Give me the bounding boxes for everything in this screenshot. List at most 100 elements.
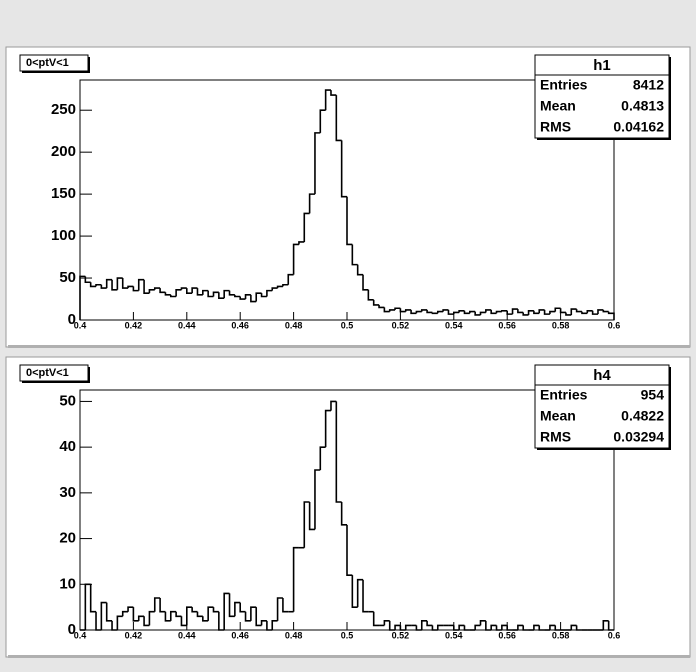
histogram-bin [399, 625, 406, 631]
histogram-bin [415, 625, 422, 631]
histogram-bin [153, 597, 161, 612]
histogram-bin [501, 624, 508, 630]
histogram-bin [191, 607, 198, 613]
histogram-bin [121, 278, 129, 289]
histogram-bin [266, 620, 273, 631]
histogram-bin [453, 625, 460, 631]
histogram-bin [559, 308, 566, 314]
histogram-bin [186, 288, 193, 294]
histogram-bin [105, 602, 113, 622]
histogram-bin [271, 287, 278, 291]
histogram-bin [570, 308, 577, 315]
histogram-bin [554, 307, 561, 312]
stats-name: h1 [593, 57, 611, 74]
histogram-bin [346, 196, 353, 246]
histogram-bin [308, 502, 315, 531]
title: 0<ptV<1 [26, 367, 69, 379]
pad-shadow [8, 345, 690, 348]
histogram-bin [132, 286, 139, 292]
histogram-bin [148, 610, 155, 626]
histogram-bin [602, 620, 609, 630]
histogram-bin [356, 264, 364, 276]
histogram-bin [186, 606, 193, 626]
histogram-bin [410, 309, 417, 315]
histogram-bin [202, 616, 209, 622]
y-tick-label: 30 [59, 484, 76, 501]
histogram-bin [351, 244, 358, 266]
histogram-bin [506, 310, 513, 315]
histogram-bin [324, 89, 331, 111]
histogram-bin [340, 502, 347, 526]
stats-value: 0.4822 [621, 408, 664, 424]
histogram-bin [143, 279, 150, 294]
histogram-bin [250, 606, 257, 621]
histogram-bin [164, 611, 171, 622]
histogram-bin [282, 283, 289, 287]
x-tick-label: 0.44 [178, 320, 196, 330]
histogram-bin [234, 294, 241, 298]
histogram-bin [570, 624, 577, 630]
histogram-bin [575, 309, 582, 313]
title: 0<ptV<1 [26, 57, 69, 69]
histogram-bin [378, 304, 385, 309]
histogram-bin [490, 309, 497, 315]
histogram-bin [260, 620, 267, 626]
histogram-bin [538, 309, 545, 314]
histogram-bin [602, 309, 609, 313]
histogram-bin [372, 611, 380, 627]
histogram-bin [111, 279, 118, 291]
histogram-bin [469, 310, 476, 314]
histogram-bin [404, 309, 412, 312]
histogram-bin [415, 310, 422, 314]
histogram-bin [255, 292, 262, 302]
histogram-bin [244, 294, 251, 300]
histogram-bin [260, 293, 267, 298]
histogram-bin [436, 310, 444, 314]
histogram-bin [335, 401, 342, 503]
histogram-bin [463, 625, 470, 631]
histogram-bin [517, 309, 524, 314]
histogram-bin [479, 311, 486, 315]
histogram-bin [442, 309, 449, 312]
histogram-bin [244, 611, 251, 622]
x-tick-label: 0.42 [125, 630, 143, 640]
histogram-bin [394, 307, 401, 310]
histogram-bin [84, 276, 91, 284]
histogram-bin [319, 109, 326, 133]
histogram-bin [116, 277, 123, 290]
histogram-bin [132, 607, 139, 622]
histogram-bin [266, 289, 273, 297]
histogram-bin [517, 624, 524, 630]
histogram-bin [314, 132, 321, 195]
histogram-bin [169, 610, 177, 621]
histogram-bin [501, 309, 508, 312]
histogram-bin [100, 601, 107, 630]
histogram-bin [234, 601, 241, 617]
histogram-bin [228, 290, 235, 296]
y-tick-label: 0 [68, 621, 76, 638]
histogram-bin [175, 288, 182, 297]
stats-value: 0.4813 [621, 98, 664, 114]
histogram-bin [218, 292, 225, 299]
histogram-bin [575, 625, 582, 631]
histogram-bin [383, 307, 390, 313]
histogram-bin [255, 607, 262, 627]
stats-value: 8412 [633, 77, 664, 93]
y-tick-label: 40 [59, 438, 76, 455]
histogram-bin [159, 598, 166, 613]
histogram-bin [148, 288, 155, 294]
histogram-bin [485, 309, 492, 313]
histogram-bin [458, 309, 465, 313]
histogram-bin [549, 624, 556, 630]
histogram-bin [543, 309, 550, 315]
histogram-bin [180, 616, 187, 627]
x-tick-label: 0.4 [74, 320, 87, 330]
histogram-bin [223, 289, 230, 299]
histogram-bin [490, 624, 497, 630]
histogram-bin [84, 583, 91, 630]
histogram-bin [228, 593, 235, 618]
histogram-bin [495, 625, 502, 631]
histogram-bin [565, 312, 572, 316]
stats-label: RMS [540, 119, 571, 135]
histogram-bin [196, 288, 203, 296]
